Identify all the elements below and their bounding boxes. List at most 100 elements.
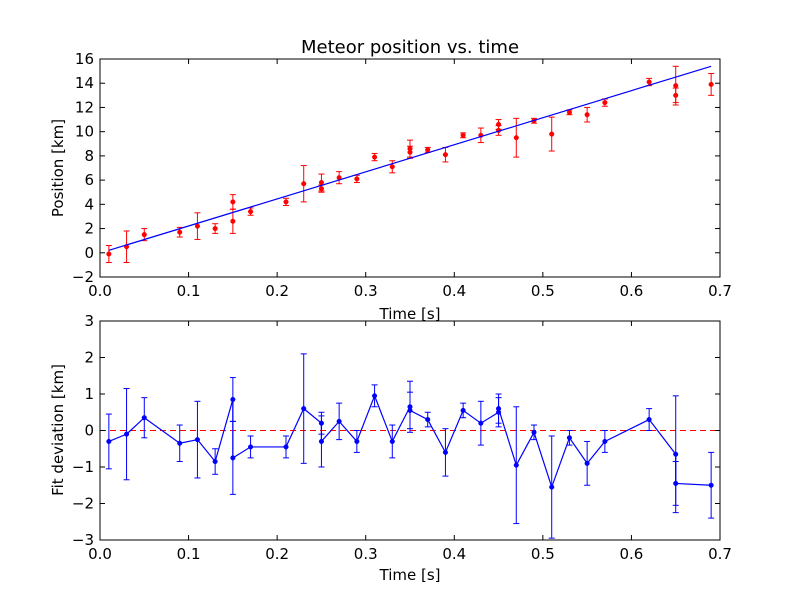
deviation-plot-data-point [566,435,572,441]
position-plot-x-tick-label: 0.5 [531,282,555,300]
position-plot-data-point [230,199,236,205]
deviation-plot-x-tick-label: 0.6 [619,545,643,563]
deviation-plot-x-tick-label: 0.7 [708,545,732,563]
position-plot-data-point [212,226,218,232]
deviation-plot-data-point [301,406,307,412]
deviation-plot-y-axis-label: Fit deviation [km] [49,364,67,496]
deviation-plot-data-point [513,462,519,468]
deviation-plot-y-tick-label: −2 [72,495,94,513]
deviation-plot: 0.0 0.1 0.2 0.3 0.4 0.5 0.6 0.7 −3 −2 −1 0 1 2 3 Time … [49,312,732,584]
position-plot-ticks: 0.0 0.1 0.2 0.3 0.4 0.5 0.6 0.7 −2 0 2 4 6 8 10 12 14 16 [72,50,732,300]
position-plot-data-point [318,179,324,186]
position-plot-data-point [301,181,307,187]
deviation-plot-data-point [354,438,360,445]
position-plot-data-point [194,223,200,229]
deviation-plot-marks [100,353,720,539]
position-plot-x-axis-label: Time [s] [379,305,441,323]
deviation-plot-x-tick-label: 0.4 [442,545,466,563]
position-plot-data-point [407,149,413,155]
position-plot-x-tick-label: 0.4 [442,282,466,300]
position-plot-x-tick-label: 0.1 [177,282,201,300]
position-plot-data-point [248,209,254,215]
deviation-plot-data-point [177,440,183,446]
deviation-plot-data-point [336,418,342,424]
position-plot-x-tick-label: 0.6 [619,282,643,300]
deviation-plot-data-point [407,407,413,413]
position-plot-data-point [354,176,360,182]
deviation-plot-y-tick-label: −1 [72,458,94,476]
position-plot-data-point [177,229,183,235]
position-plot-data-point [230,218,236,224]
position-plot-x-tick-label: 0.3 [354,282,378,300]
position-plot-data-point [513,135,519,141]
deviation-plot-data-point [708,482,714,488]
position-plot-x-tick-label: 0.2 [265,282,289,300]
position-plot-data-point [389,164,395,170]
deviation-plot-data-point [460,407,466,413]
position-plot-title: Meteor position vs. time [301,37,519,58]
position-plot-data-point [673,92,679,98]
deviation-plot-data-point [531,429,537,435]
position-plot-y-tick-label: 8 [84,147,94,165]
position-plot-y-tick-label: 12 [75,98,94,116]
deviation-plot-data-point [230,396,236,403]
position-plot-y-tick-label: −2 [72,268,94,286]
deviation-plot-data-point [673,451,679,457]
deviation-plot-y-tick-label: 3 [84,312,94,330]
position-plot-data-point [673,83,679,89]
position-plot-y-tick-label: 14 [75,74,94,92]
deviation-plot-data-point [442,449,448,455]
position-plot-y-tick-label: 4 [84,195,94,213]
deviation-plot-x-tick-label: 0.3 [354,545,378,563]
deviation-plot-y-tick-label: 1 [84,385,94,403]
deviation-plot-data-point [478,420,484,426]
position-plot-y-tick-label: 6 [84,171,94,189]
position-plot-data-point [602,100,608,106]
position-plot-data-point [372,154,378,160]
deviation-plot-data-point [496,406,502,412]
position-plot-fit-line [108,65,712,251]
position-plot-y-axis-label: Position [km] [49,119,67,217]
deviation-plot-x-tick-label: 0.1 [177,545,201,563]
position-plot-y-tick-label: 10 [75,123,94,141]
position-plot-y-tick-label: 16 [75,50,94,68]
deviation-plot-data-point [106,438,112,445]
position-plot-data-point [646,79,652,85]
deviation-plot-data-point [389,438,395,445]
position-plot-data-point [584,112,590,118]
position-plot-y-tick-label: 2 [84,220,94,238]
position-plot-plot-area [105,65,715,263]
deviation-plot-y-tick-label: 0 [84,422,94,440]
deviation-plot-data-point [425,417,431,423]
deviation-plot-data-point [248,444,254,450]
deviation-plot-data-point [283,444,289,450]
position-plot-data-point [141,232,147,238]
deviation-plot-data-point [212,458,218,465]
deviation-plot-data-point [194,437,200,443]
position-plot-data-point [549,131,555,137]
deviation-plot-data-point [673,480,679,486]
deviation-plot-ticks: 0.0 0.1 0.2 0.3 0.4 0.5 0.6 0.7 −3 −2 −1 0 1 2 3 [72,312,732,563]
position-plot-frame [99,58,721,278]
position-plot-data-point [708,81,714,87]
position-plot-marks [105,65,715,263]
deviation-plot-data-point [646,417,652,423]
position-plot-data-point [442,152,448,158]
position-plot-data-point [425,147,431,153]
deviation-plot-data-point [602,438,608,445]
deviation-plot-data-point [584,460,590,466]
position-plot-data-point [460,132,466,138]
deviation-plot-y-tick-label: −3 [72,531,94,549]
deviation-plot-data-point [141,415,147,421]
deviation-plot-x-axis-label: Time [s] [379,566,441,584]
deviation-plot-data-point [124,431,130,437]
deviation-plot-data-point [372,393,378,399]
position-plot-y-tick-label: 0 [84,244,94,262]
deviation-plot-data-point [318,438,324,445]
deviation-plot-plot-area [100,353,720,539]
deviation-plot-x-tick-label: 0.0 [88,545,112,563]
deviation-plot-data-point [230,455,236,461]
deviation-plot-x-tick-label: 0.5 [531,545,555,563]
